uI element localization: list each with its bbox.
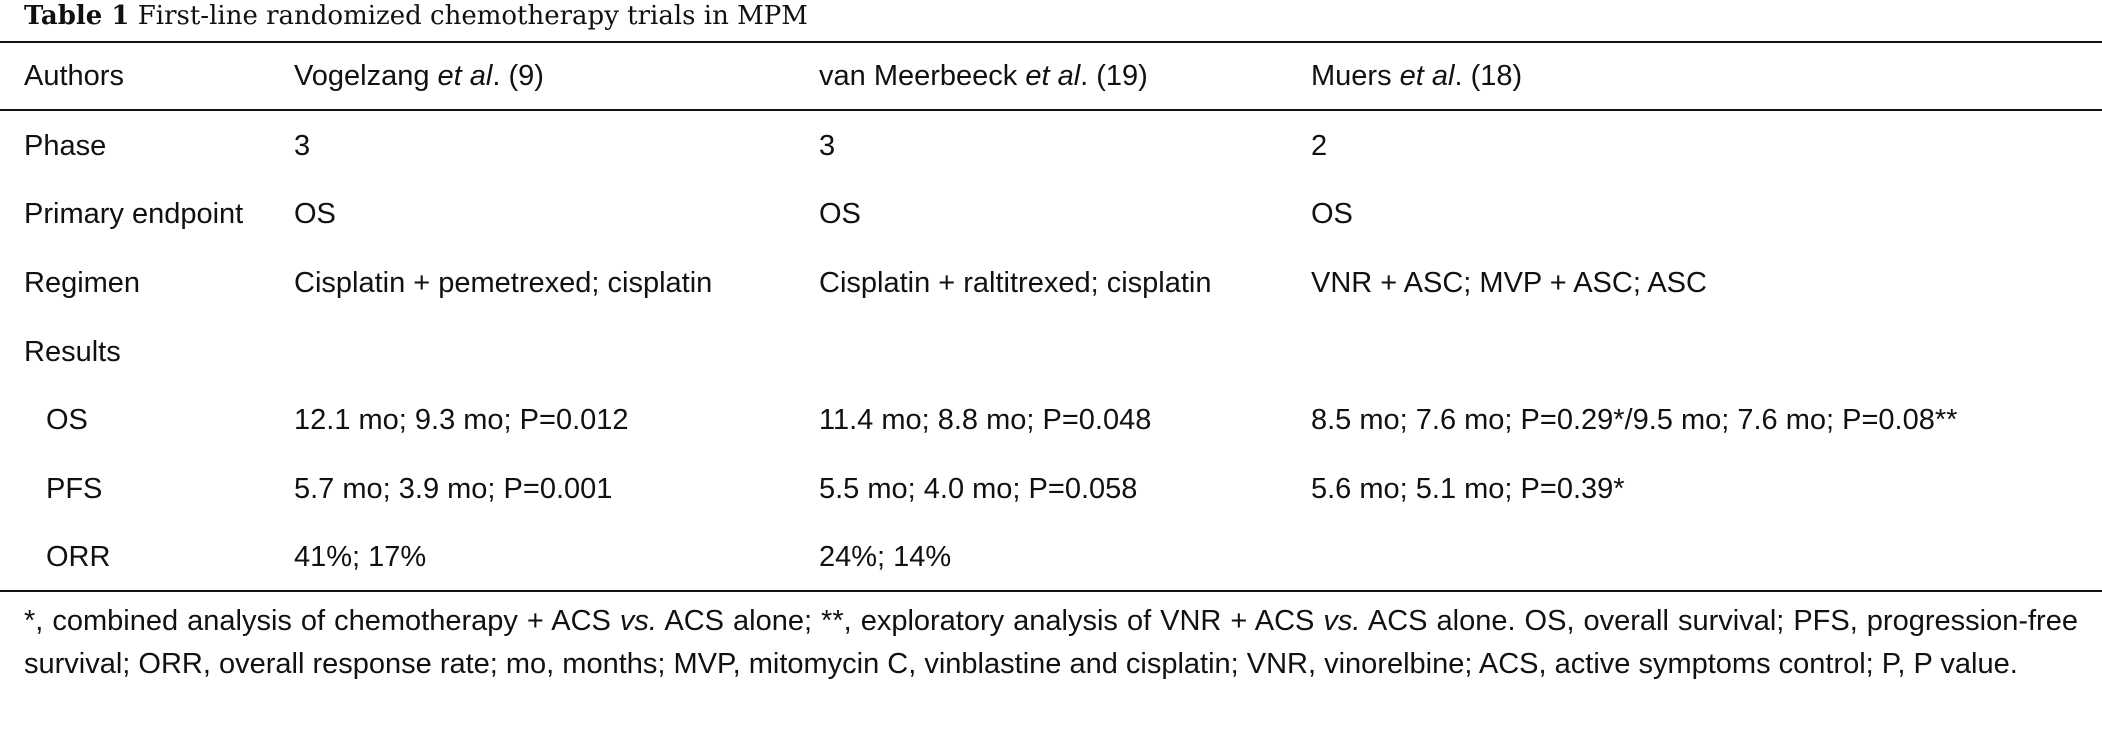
- cell-muers: OS: [1311, 198, 1353, 231]
- cell-muers: 8.5 mo; 7.6 mo; P=0.29*/9.5 mo; 7.6 mo; …: [1311, 404, 1958, 437]
- table-row-results: Results: [0, 318, 2102, 387]
- table-bottom-rule: [0, 590, 2102, 592]
- cell-vogelzang: OS: [294, 198, 336, 231]
- row-label: PFS: [46, 472, 103, 505]
- cell-muers: 2: [1311, 129, 1328, 162]
- row-label: OS: [46, 404, 88, 437]
- header-authors: Authors: [24, 60, 124, 92]
- cell-vogelzang: 12.1 mo; 9.3 mo; P=0.012: [294, 404, 629, 437]
- cell-muers: [1311, 524, 2102, 593]
- cell-muers: VNR + ASC; MVP + ASC; ASC: [1311, 266, 1707, 299]
- cell-vogelzang: 5.7 mo; 3.9 mo; P=0.001: [294, 472, 613, 505]
- table-caption-label: Table 1: [24, 1, 130, 31]
- cell-van-meerbeeck: OS: [819, 198, 861, 231]
- row-label: ORR: [46, 541, 111, 574]
- header-van-meerbeeck: van Meerbeeck et al. (19): [819, 60, 1148, 92]
- cell-van-meerbeeck: 11.4 mo; 8.8 mo; P=0.048: [819, 404, 1152, 437]
- cell-vogelzang: [294, 318, 819, 387]
- table-row-primary-endpoint: Primary endpoint OS OS OS: [0, 181, 2102, 250]
- cell-vogelzang: 41%; 17%: [294, 541, 427, 574]
- table-header-rule: [0, 109, 2102, 111]
- table-top-rule: [0, 41, 2102, 43]
- table-caption: Table 1 First-line randomized chemothera…: [24, 0, 808, 34]
- row-label: Primary endpoint: [24, 198, 244, 231]
- cell-van-meerbeeck: 5.5 mo; 4.0 mo; P=0.058: [819, 472, 1138, 505]
- cell-muers: 5.6 mo; 5.1 mo; P=0.39*: [1311, 472, 1625, 505]
- cell-muers: [1311, 318, 2102, 387]
- header-vogelzang: Vogelzang et al. (9): [294, 60, 544, 92]
- header-muers: Muers et al. (18): [1311, 60, 1523, 92]
- row-label: Regimen: [24, 266, 141, 299]
- cell-vogelzang: 3: [294, 129, 311, 162]
- table-row-regimen: Regimen Cisplatin + pemetrexed; cisplati…: [0, 249, 2102, 318]
- cell-van-meerbeeck: 3: [819, 129, 836, 162]
- cell-van-meerbeeck: 24%; 14%: [819, 541, 952, 574]
- trials-table: Authors Vogelzang et al. (9) van Meerbee…: [0, 43, 2102, 592]
- row-label: Phase: [24, 129, 107, 162]
- table-row-os: OS 12.1 mo; 9.3 mo; P=0.012 11.4 mo; 8.8…: [0, 386, 2102, 455]
- row-label: Results: [24, 335, 121, 368]
- table-caption-text: First-line randomized chemotherapy trial…: [137, 1, 808, 31]
- cell-van-meerbeeck: Cisplatin + raltitrexed; cisplatin: [819, 266, 1212, 299]
- cell-vogelzang: Cisplatin + pemetrexed; cisplatin: [294, 266, 713, 299]
- table-header-row: Authors Vogelzang et al. (9) van Meerbee…: [0, 43, 2102, 110]
- table-row-orr: ORR 41%; 17% 24%; 14%: [0, 524, 2102, 593]
- table-row-pfs: PFS 5.7 mo; 3.9 mo; P=0.001 5.5 mo; 4.0 …: [0, 455, 2102, 524]
- table-row-phase: Phase 3 3 2: [0, 112, 2102, 181]
- cell-van-meerbeeck: [819, 318, 1311, 387]
- table-footnote: *, combined analysis of chemotherapy + A…: [24, 605, 2078, 680]
